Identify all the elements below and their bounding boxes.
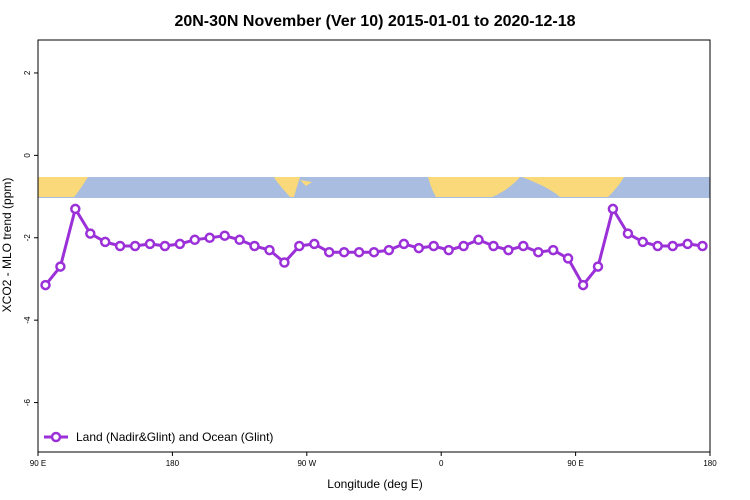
data-point bbox=[55, 261, 66, 272]
data-point bbox=[279, 257, 290, 268]
data-point bbox=[85, 228, 96, 239]
y-tick-label: 0 bbox=[23, 153, 32, 158]
data-point bbox=[398, 238, 410, 250]
data-point bbox=[533, 246, 544, 258]
data-point bbox=[219, 230, 230, 241]
data-point bbox=[249, 240, 260, 252]
land-africa bbox=[428, 177, 520, 197]
data-point bbox=[264, 244, 275, 256]
data-point bbox=[488, 240, 499, 252]
legend: Land (Nadir&Glint) and Ocean (Glint) bbox=[44, 430, 273, 444]
data-point bbox=[294, 240, 305, 252]
data-point bbox=[114, 240, 126, 252]
x-tick-label: 90 E bbox=[30, 459, 46, 468]
data-point bbox=[547, 244, 559, 256]
x-tick-label: 90 W bbox=[297, 459, 316, 468]
data-point bbox=[443, 244, 454, 256]
data-point bbox=[309, 238, 320, 250]
data-point bbox=[503, 244, 514, 256]
land-north-america bbox=[274, 177, 300, 197]
data-point bbox=[458, 240, 469, 252]
data-point bbox=[652, 240, 663, 252]
data-point bbox=[70, 203, 81, 215]
data-point bbox=[144, 238, 156, 250]
land-south-asia bbox=[522, 177, 624, 197]
data-point bbox=[622, 228, 634, 239]
x-tick-label: 0 bbox=[439, 459, 444, 468]
data-point bbox=[323, 246, 335, 258]
data-point bbox=[428, 240, 439, 252]
plot-frame bbox=[37, 39, 711, 453]
x-tick-label: 90 E bbox=[567, 459, 583, 468]
data-point bbox=[368, 246, 380, 258]
y-axis: 2 0 -2 -4 -6 bbox=[23, 70, 38, 406]
data-point bbox=[518, 240, 529, 252]
data-point bbox=[637, 236, 649, 248]
x-axis: 90 E 180 90 W 0 90 E 180 bbox=[30, 452, 717, 468]
data-point bbox=[697, 240, 708, 252]
data-point bbox=[577, 279, 589, 291]
y-axis-label: XCO2 - MLO trend (ppm) bbox=[0, 178, 14, 313]
data-point bbox=[189, 234, 201, 246]
data-point bbox=[592, 261, 604, 272]
data-point bbox=[473, 234, 484, 246]
x-axis-label: Longitude (deg E) bbox=[327, 477, 422, 491]
data-point bbox=[99, 236, 111, 248]
data-point bbox=[682, 238, 693, 250]
land-gulf-coast bbox=[300, 180, 312, 186]
data-point bbox=[234, 234, 245, 246]
y-tick-label: 2 bbox=[23, 70, 32, 75]
data-point bbox=[607, 203, 619, 215]
data-point bbox=[174, 238, 186, 250]
data-point bbox=[413, 242, 425, 254]
data-point bbox=[562, 253, 574, 264]
data-point bbox=[204, 232, 215, 244]
data-point bbox=[129, 240, 141, 252]
series-layer bbox=[40, 203, 708, 291]
legend-label: Land (Nadir&Glint) and Ocean (Glint) bbox=[76, 430, 273, 444]
y-tick-label: -2 bbox=[23, 234, 32, 242]
data-point bbox=[40, 279, 51, 291]
x-tick-label: 180 bbox=[166, 459, 180, 468]
data-point bbox=[159, 240, 171, 252]
data-point bbox=[383, 244, 395, 256]
land-asia bbox=[38, 177, 88, 197]
chart-title: 20N-30N November (Ver 10) 2015-01-01 to … bbox=[174, 13, 575, 30]
y-tick-label: -4 bbox=[23, 316, 32, 324]
world-map-band bbox=[38, 177, 710, 198]
y-tick-label: -6 bbox=[23, 398, 32, 406]
x-tick-label: 180 bbox=[703, 459, 717, 468]
legend-marker bbox=[50, 431, 62, 443]
data-point bbox=[353, 246, 365, 258]
data-point bbox=[338, 246, 350, 258]
data-point bbox=[667, 240, 678, 252]
